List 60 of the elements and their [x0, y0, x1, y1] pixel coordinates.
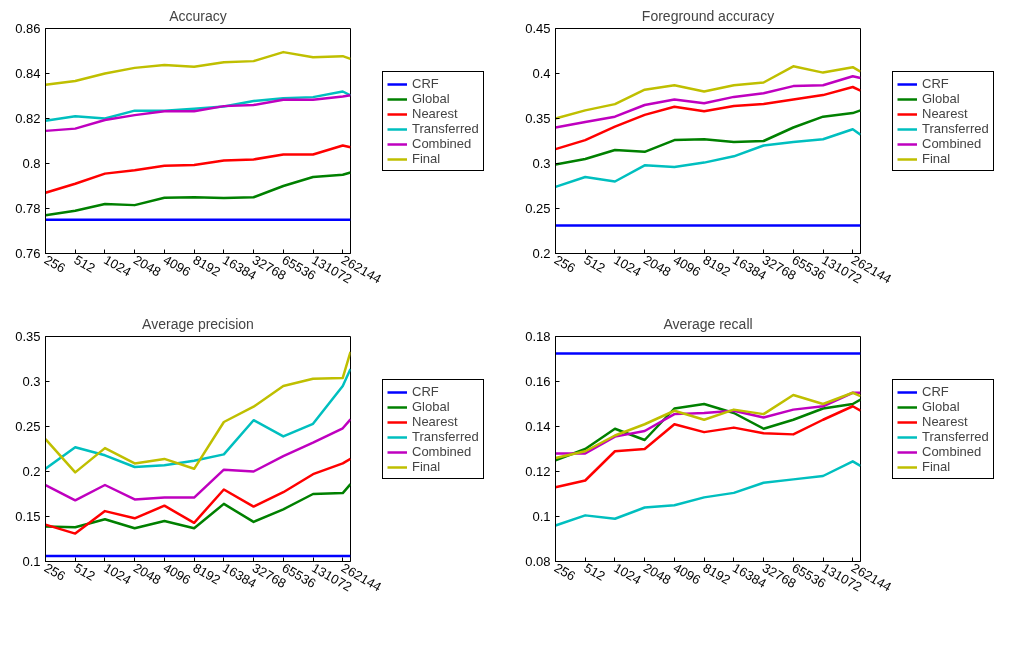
y-tick-label: 0.12	[525, 464, 551, 479]
y-tick-label: 0.35	[525, 111, 551, 126]
y-tick-label: 0.3	[532, 156, 551, 171]
x-tick-label: 256	[551, 559, 579, 584]
legend-label: CRF	[412, 76, 439, 91]
y-tick-label: 0.82	[15, 111, 41, 126]
chart-title: Average recall	[663, 315, 753, 332]
legend-label: Transferred	[922, 429, 989, 444]
legend-label: Nearest	[922, 106, 968, 121]
legend-label: CRF	[922, 76, 949, 91]
legend-label: Final	[922, 459, 951, 474]
legend-label: Final	[412, 151, 441, 166]
chart-title: Accuracy	[169, 7, 227, 24]
y-tick-label: 0.45	[525, 21, 551, 36]
y-tick-label: 0.1	[532, 509, 551, 524]
y-tick-label: 0.76	[15, 246, 41, 261]
y-tick-label: 0.18	[525, 329, 551, 344]
legend-label: CRF	[922, 384, 949, 399]
y-tick-label: 0.25	[15, 419, 41, 434]
legend-label: Nearest	[412, 106, 458, 121]
legend-label: Transferred	[412, 121, 479, 136]
legend-label: Global	[412, 399, 450, 414]
legend-label: CRF	[412, 384, 439, 399]
legend-label: Combined	[922, 444, 982, 459]
y-tick-label: 0.2	[22, 464, 41, 479]
legend-label: Combined	[412, 136, 472, 151]
legend-label: Transferred	[412, 429, 479, 444]
y-tick-label: 0.4	[532, 66, 551, 81]
y-tick-label: 0.25	[525, 201, 551, 216]
legend-label: Final	[412, 459, 441, 474]
y-tick-label: 0.3	[22, 374, 41, 389]
y-tick-label: 0.78	[15, 201, 41, 216]
legend-label: Nearest	[412, 414, 458, 429]
y-tick-label: 0.1	[22, 554, 41, 569]
x-tick-label: 256	[551, 251, 579, 276]
legend-label: Transferred	[922, 121, 989, 136]
y-tick-label: 0.86	[15, 21, 41, 36]
y-tick-label: 0.35	[15, 329, 41, 344]
y-tick-label: 0.15	[15, 509, 41, 524]
y-tick-label: 0.2	[532, 246, 551, 261]
x-tick-label: 512	[581, 559, 608, 584]
chart-title: Average precision	[142, 315, 254, 332]
legend-label: Global	[412, 91, 450, 106]
x-tick-label: 512	[71, 251, 98, 276]
y-tick-label: 0.8	[22, 156, 41, 171]
y-tick-label: 0.08	[525, 554, 551, 569]
legend-label: Nearest	[922, 414, 968, 429]
legend-label: Global	[922, 91, 960, 106]
legend-label: Combined	[412, 444, 472, 459]
x-tick-label: 256	[41, 559, 69, 584]
legend-label: Global	[922, 399, 960, 414]
y-tick-label: 0.16	[525, 374, 551, 389]
y-tick-label: 0.14	[525, 419, 551, 434]
chart-title: Foreground accuracy	[641, 7, 775, 24]
x-tick-label: 512	[71, 559, 98, 584]
x-tick-label: 256	[41, 251, 69, 276]
x-tick-label: 512	[581, 251, 608, 276]
y-tick-label: 0.84	[15, 66, 41, 81]
legend-label: Final	[922, 151, 951, 166]
legend-label: Combined	[922, 136, 982, 151]
